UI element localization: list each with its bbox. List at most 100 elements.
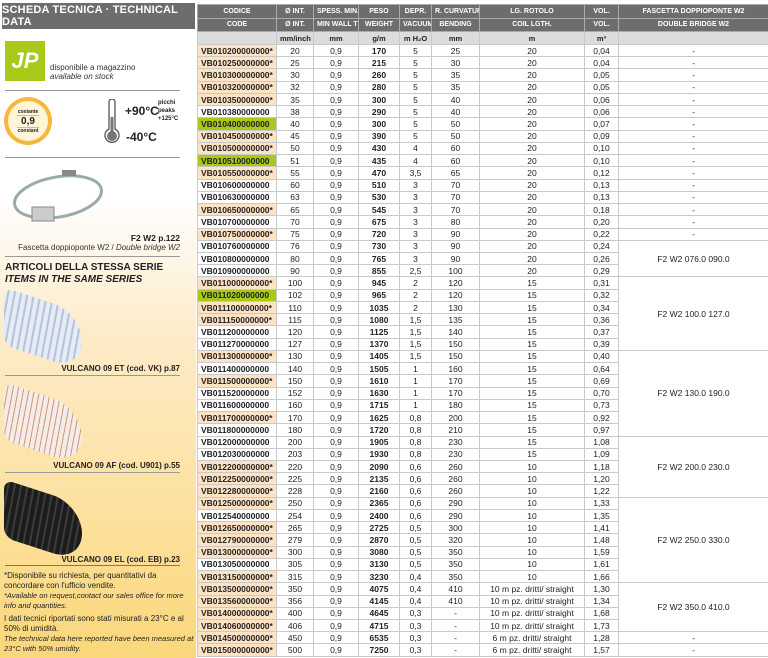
cell-diameter: 55 bbox=[276, 166, 314, 180]
cell-weight: 765 bbox=[358, 251, 400, 266]
cell-code[interactable]: VB012280000000* bbox=[197, 484, 277, 498]
cell-code[interactable]: VB013050000000 bbox=[197, 557, 277, 572]
cell-code[interactable]: VB010760000000 bbox=[197, 239, 277, 253]
cell-code[interactable]: VB011270000000 bbox=[197, 337, 277, 351]
cell-code[interactable]: VB010750000000* bbox=[197, 227, 277, 241]
cell-code[interactable]: VB014500000000* bbox=[197, 631, 277, 645]
cell-code[interactable]: VB012200000000* bbox=[197, 459, 277, 474]
series-item-label[interactable]: VULCANO 09 AF (cod. U901) p.55 bbox=[53, 461, 180, 470]
cell-bending: 350 bbox=[431, 557, 480, 572]
cell-code[interactable]: VB010200000000* bbox=[197, 43, 277, 58]
cell-wall: 0,9 bbox=[313, 508, 359, 523]
peaks-info: picchi peaks +125°C bbox=[158, 99, 178, 123]
cell-wall: 0,9 bbox=[313, 141, 359, 156]
cell-code[interactable]: VB013500000000* bbox=[197, 582, 277, 596]
cell-code[interactable]: VB011000000000* bbox=[197, 276, 277, 290]
cell-code[interactable]: VB010400000000 bbox=[197, 117, 277, 131]
cell-volume: 0,06 bbox=[584, 92, 619, 107]
cell-code[interactable]: VB015000000000* bbox=[197, 643, 277, 657]
cell-wall: 0,9 bbox=[313, 582, 359, 596]
cell-code[interactable]: VB010510000000 bbox=[197, 154, 277, 168]
cell-code[interactable]: VB010900000000 bbox=[197, 264, 277, 278]
cell-code[interactable]: VB011800000000 bbox=[197, 423, 277, 437]
cell-code[interactable]: VB011400000000 bbox=[197, 362, 277, 376]
cell-code[interactable]: VB012030000000 bbox=[197, 447, 277, 461]
cell-code[interactable]: VB014000000000* bbox=[197, 606, 277, 621]
cell-code[interactable]: VB010380000000 bbox=[197, 105, 277, 119]
cell-code[interactable]: VB013000000000* bbox=[197, 545, 277, 559]
divider bbox=[5, 256, 180, 257]
cell-weight: 4715 bbox=[358, 619, 400, 633]
cell-code[interactable]: VB010700000000 bbox=[197, 215, 277, 229]
cell-code[interactable]: VB010500000000* bbox=[197, 141, 277, 156]
cell-code[interactable]: VB010650000000* bbox=[197, 203, 277, 217]
cell-wall: 0,9 bbox=[313, 594, 359, 608]
cell-bending: 130 bbox=[431, 300, 480, 315]
cell-wall: 0,9 bbox=[313, 129, 359, 143]
cell-code[interactable]: VB010320000000* bbox=[197, 80, 277, 94]
cell-wall: 0,9 bbox=[313, 643, 359, 657]
cell-code[interactable]: VB011200000000 bbox=[197, 325, 277, 339]
table-row: VB010650000000* 65 0,9 545 3 70 20 0,18- bbox=[197, 203, 768, 217]
header-row-it: CODICE Ø INT. SPESS. MIN. PESO DEPR. R. CURVA… bbox=[197, 4, 768, 19]
cell-vacuum: 3 bbox=[399, 190, 432, 205]
unit-weight: g/m bbox=[358, 31, 400, 45]
cell-code[interactable]: VB013560000000* bbox=[197, 594, 277, 608]
cell-diameter: 450 bbox=[276, 631, 314, 645]
cell-code[interactable]: VB012250000000* bbox=[197, 472, 277, 486]
cell-coil-length: 15 bbox=[479, 276, 585, 290]
hose-image-et bbox=[4, 287, 82, 371]
series-item-label[interactable]: VULCANO 09 ET (cod. VK) p.87 bbox=[61, 364, 180, 373]
cell-code[interactable]: VB012000000000 bbox=[197, 435, 277, 449]
cell-code[interactable]: VB011700000000* bbox=[197, 411, 277, 425]
cell-diameter: 30 bbox=[276, 68, 314, 82]
cell-code[interactable]: VB011150000000* bbox=[197, 313, 277, 327]
table-row: VB010500000000* 50 0,9 430 4 60 20 0,10- bbox=[197, 141, 768, 156]
cell-code[interactable]: VB011600000000 bbox=[197, 398, 277, 413]
cell-weight: 2725 bbox=[358, 521, 400, 535]
cell-code[interactable]: VB010630000000 bbox=[197, 190, 277, 205]
cell-weight: 965 bbox=[358, 288, 400, 302]
cell-code[interactable]: VB012790000000* bbox=[197, 533, 277, 547]
cell-code[interactable]: VB011020000000 bbox=[197, 288, 277, 302]
cell-code[interactable]: VB011300000000* bbox=[197, 349, 277, 364]
cell-code[interactable]: VB010600000000 bbox=[197, 178, 277, 192]
cell-vacuum: 3 bbox=[399, 251, 432, 266]
table-row: VB010400000000 40 0,9 300 5 50 20 0,07- bbox=[197, 117, 768, 131]
cell-code[interactable]: VB012500000000* bbox=[197, 496, 277, 510]
cell-code[interactable]: VB010550000000* bbox=[197, 166, 277, 180]
table-row: VB010350000000* 35 0,9 300 5 40 20 0,06- bbox=[197, 92, 768, 107]
cell-volume: 0,31 bbox=[584, 276, 619, 290]
cell-diameter: 220 bbox=[276, 459, 314, 474]
cell-weight: 545 bbox=[358, 203, 400, 217]
table-row: VB010750000000* 75 0,9 720 3 90 20 0,22- bbox=[197, 227, 768, 241]
cell-code[interactable]: VB010800000000 bbox=[197, 251, 277, 266]
cell-vacuum: 0,4 bbox=[399, 570, 432, 584]
cell-vacuum: 1,5 bbox=[399, 349, 432, 364]
cell-weight: 855 bbox=[358, 264, 400, 278]
cell-code[interactable]: VB010450000000* bbox=[197, 129, 277, 143]
cell-code[interactable]: VB010300000000* bbox=[197, 68, 277, 82]
units-row: mm/inch mm g/m m H₂O mm m m³ bbox=[197, 31, 768, 45]
cell-bending: 25 bbox=[431, 43, 480, 58]
cell-code[interactable]: VB011520000000 bbox=[197, 386, 277, 400]
cell-clamp: - bbox=[618, 56, 768, 70]
cell-wall: 0,9 bbox=[313, 570, 359, 584]
cell-weight: 3230 bbox=[358, 570, 400, 584]
cell-vacuum: 3 bbox=[399, 215, 432, 229]
cell-code[interactable]: VB013150000000* bbox=[197, 570, 277, 584]
cell-bending: 350 bbox=[431, 570, 480, 584]
cell-code[interactable]: VB011500000000* bbox=[197, 374, 277, 388]
cell-wall: 0,9 bbox=[313, 227, 359, 241]
cell-code[interactable]: VB010350000000* bbox=[197, 92, 277, 107]
cell-code[interactable]: VB011100000000* bbox=[197, 300, 277, 315]
cell-code[interactable]: VB012540000000 bbox=[197, 508, 277, 523]
cell-code[interactable]: VB010250000000* bbox=[197, 56, 277, 70]
table-row: VB010320000000* 32 0,9 280 5 35 20 0,05- bbox=[197, 80, 768, 94]
cell-volume: 1,59 bbox=[584, 545, 619, 559]
cell-code[interactable]: VB012650000000* bbox=[197, 521, 277, 535]
cell-code[interactable]: VB014060000000* bbox=[197, 619, 277, 633]
cell-wall: 0,9 bbox=[313, 43, 359, 58]
series-item-label[interactable]: VULCANO 09 EL (cod. EB) p.23 bbox=[61, 555, 180, 564]
cell-wall: 0,9 bbox=[313, 166, 359, 180]
